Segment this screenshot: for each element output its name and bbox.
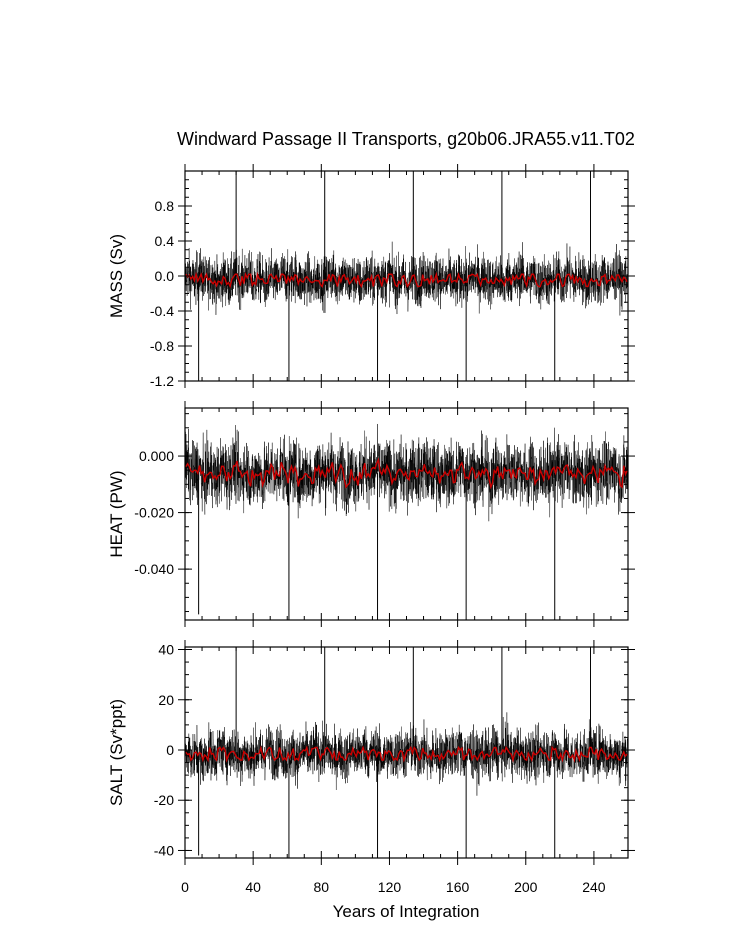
x-tick-label: 40 <box>245 879 261 895</box>
y-axis-label: SALT (Sv*ppt) <box>107 699 126 806</box>
y-tick-label: 0.8 <box>155 198 175 214</box>
y-axis-label: MASS (Sv) <box>107 234 126 318</box>
y-axis-label: HEAT (PW) <box>107 470 126 557</box>
x-tick-label: 160 <box>446 879 470 895</box>
monthly-series-line <box>185 712 628 796</box>
y-tick-label: -0.020 <box>134 505 174 521</box>
x-axis-label: Years of Integration <box>333 902 480 921</box>
annual-mean-line <box>185 271 628 289</box>
chart-title: Windward Passage II Transports, g20b06.J… <box>177 129 635 149</box>
y-tick-label: 20 <box>158 692 174 708</box>
x-tick-label: 0 <box>181 879 189 895</box>
panel-frame <box>184 407 629 621</box>
y-tick-label: -0.8 <box>150 338 174 354</box>
y-tick-label: 0.0 <box>155 268 175 284</box>
annual-mean-line <box>185 457 628 490</box>
y-tick-label: -40 <box>154 842 174 858</box>
monthly-series-line <box>185 423 628 522</box>
x-tick-label: 80 <box>314 879 330 895</box>
y-tick-label: 40 <box>158 642 174 658</box>
panel-3: -40 -20 0 20 40 SALT (Sv*ppt) <box>107 640 635 865</box>
y-tick-label: -0.040 <box>134 561 174 577</box>
monthly-series-line <box>185 241 628 316</box>
y-tick-label: -1.2 <box>150 373 174 389</box>
x-tick-label: 240 <box>582 879 606 895</box>
y-tick-label: -0.4 <box>150 303 174 319</box>
y-tick-label: 0.4 <box>155 233 175 249</box>
annual-mean-line <box>185 745 628 763</box>
panel-1: -1.2 -0.8 -0.4 0.0 0.4 0.8 MASS (Sv) <box>107 164 635 389</box>
y-tick-label: 0.000 <box>139 448 174 464</box>
panel-2: -0.040 -0.020 0.000 HEAT (PW) <box>107 401 635 627</box>
y-tick-label: -20 <box>154 792 174 808</box>
x-tick-label: 120 <box>378 879 402 895</box>
x-tick-label: 200 <box>514 879 538 895</box>
y-tick-label: 0 <box>166 742 174 758</box>
